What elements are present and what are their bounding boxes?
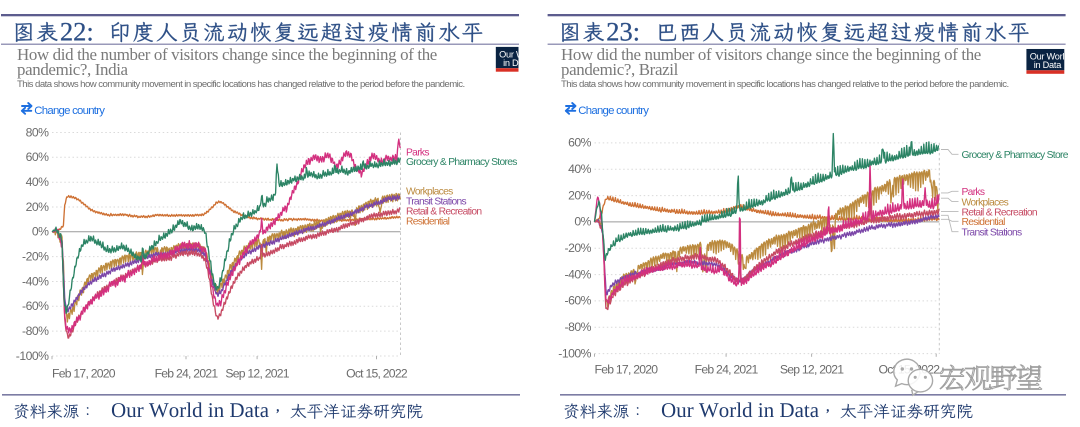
svg-text:Retail & Recreation: Retail & Recreation [406,207,482,218]
svg-text:in Data: in Data [503,58,532,68]
svg-text:-100%: -100% [558,346,591,360]
svg-text:Parks: Parks [406,148,429,159]
svg-text:How did the number of visitors: How did the number of visitors change si… [17,45,437,64]
svg-text:Grocery & Pharmacy Stores: Grocery & Pharmacy Stores [406,157,517,168]
svg-text:How did the number of visitors: How did the number of visitors change si… [561,45,981,64]
svg-text:Residential: Residential [962,217,1006,228]
svg-text:-20%: -20% [22,249,49,263]
svg-text:Transit Stations: Transit Stations [406,196,467,207]
svg-text:0%: 0% [32,225,49,239]
svg-text:60%: 60% [26,150,50,164]
svg-text:-100%: -100% [16,349,49,363]
svg-text:Workplaces: Workplaces [406,186,453,197]
svg-text:Workplaces: Workplaces [962,197,1009,208]
svg-text:This data shows how community: This data shows how community movement i… [561,79,1009,90]
svg-text:20%: 20% [26,200,50,214]
svg-text:Feb 17, 2020: Feb 17, 2020 [52,366,116,380]
svg-text:pandemic?, India: pandemic?, India [17,60,129,79]
svg-text:in Data: in Data [1034,60,1063,70]
svg-text:Retail & Recreation: Retail & Recreation [962,207,1038,218]
svg-text:40%: 40% [26,175,50,189]
svg-text:Feb 24, 2021: Feb 24, 2021 [155,366,219,380]
svg-text:Change country: Change country [578,105,649,117]
svg-text:60%: 60% [568,136,592,150]
svg-text:Feb 24, 2021: Feb 24, 2021 [695,363,759,377]
svg-text:80%: 80% [26,125,50,139]
svg-text:Residential: Residential [406,217,450,228]
svg-text:Sep 12, 2021: Sep 12, 2021 [225,366,289,380]
svg-text:0%: 0% [574,215,591,229]
svg-text:Sep 12, 2021: Sep 12, 2021 [780,363,844,377]
svg-text:pandemic?, Brazil: pandemic?, Brazil [561,60,679,79]
svg-text:Transit Stations: Transit Stations [962,227,1023,238]
svg-text:This data shows how community: This data shows how community movement i… [17,79,465,90]
svg-text:Our World: Our World [499,49,539,59]
svg-text:Feb 17, 2020: Feb 17, 2020 [595,363,659,377]
svg-text:40%: 40% [568,162,592,176]
svg-text:Parks: Parks [962,187,985,198]
svg-text:Grocery & Pharmacy Store: Grocery & Pharmacy Store [962,150,1069,161]
svg-text:-20%: -20% [565,241,592,255]
svg-text:-40%: -40% [565,267,592,281]
svg-text:-40%: -40% [22,274,49,288]
svg-text:-60%: -60% [22,299,49,313]
svg-text:20%: 20% [568,188,592,202]
svg-text:-80%: -80% [565,320,592,334]
svg-text:-60%: -60% [565,294,592,308]
svg-text:Oct 15, 2022: Oct 15, 2022 [346,366,408,380]
svg-text:-80%: -80% [22,324,49,338]
svg-text:Change country: Change country [34,105,105,117]
svg-text:Our World: Our World [1030,51,1070,61]
